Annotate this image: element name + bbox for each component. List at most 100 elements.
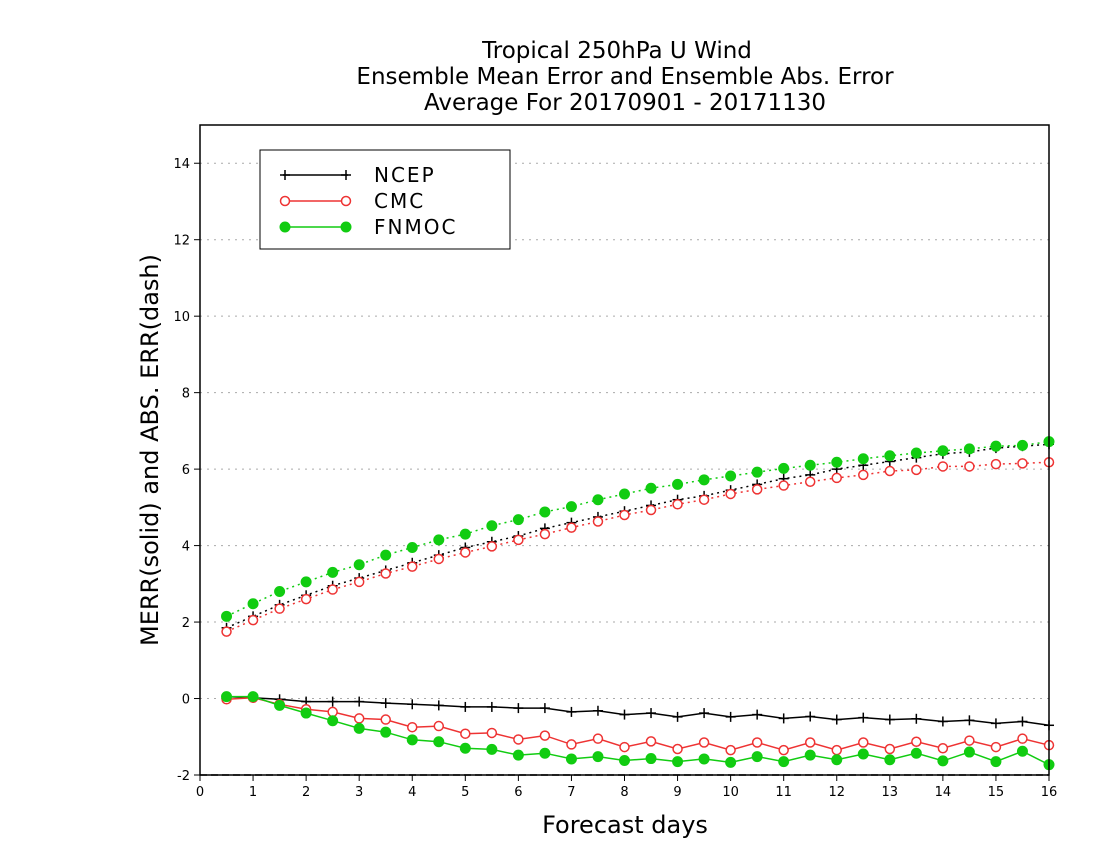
data-point-cmc-abs-err <box>380 568 391 579</box>
series-line-ncep-merr <box>226 695 1050 727</box>
data-point-cmc-merr <box>566 739 577 750</box>
data-point-fnmoc-abs-err <box>486 520 498 532</box>
x-tick-label: 16 <box>1041 785 1058 800</box>
legend-box <box>259 149 511 250</box>
data-point-fnmoc-merr <box>672 756 684 768</box>
data-point-cmc-merr <box>778 744 789 756</box>
data-point-ncep-merr <box>407 699 418 710</box>
data-point-cmc-abs-err <box>513 534 524 546</box>
data-point-ncep-merr <box>1017 716 1028 727</box>
series-line-cmc-abs-err <box>226 461 1050 633</box>
data-point-fnmoc-abs-err <box>672 478 684 490</box>
data-point-ncep-merr <box>592 705 603 716</box>
data-point-fnmoc-abs-err <box>910 447 922 459</box>
data-point-fnmoc-abs-err <box>963 443 975 455</box>
data-point-fnmoc-merr <box>725 756 737 768</box>
data-point-fnmoc-abs-err <box>884 450 896 462</box>
data-point-ncep-merr <box>619 709 630 720</box>
x-tick-label: 8 <box>620 785 628 800</box>
data-point-fnmoc-merr <box>459 742 471 754</box>
data-point-fnmoc-merr <box>486 743 498 755</box>
legend-marker-cmc <box>279 195 291 207</box>
data-point-ncep-merr <box>911 713 922 724</box>
y-tick-label: -2 <box>177 769 190 784</box>
data-point-fnmoc-abs-err <box>565 501 577 513</box>
series-line-fnmoc-abs-err <box>226 440 1050 617</box>
x-tick-label: 4 <box>408 785 416 800</box>
data-point-cmc-abs-err <box>858 469 869 481</box>
data-point-cmc-merr <box>831 744 842 756</box>
data-point-cmc-merr <box>964 735 975 746</box>
data-point-ncep-merr <box>380 698 391 709</box>
legend-label-ncep: NCEP <box>374 163 436 187</box>
data-point-cmc-abs-err <box>619 509 630 521</box>
data-point-cmc-abs-err <box>539 528 551 540</box>
data-point-cmc-merr <box>407 721 418 733</box>
data-point-cmc-merr <box>990 741 1002 753</box>
title-line-1: Tropical 250hPa U Wind <box>481 38 752 64</box>
data-point-fnmoc-abs-err <box>221 610 233 622</box>
data-point-cmc-merr <box>353 713 365 724</box>
data-point-cmc-abs-err <box>937 461 949 472</box>
data-point-ncep-merr <box>831 714 842 725</box>
x-tick-label: 0 <box>196 785 204 800</box>
data-point-fnmoc-abs-err <box>804 459 816 471</box>
data-point-cmc-merr <box>513 734 524 745</box>
legend-marker-cmc <box>340 195 352 207</box>
series-line-ncep-abs-err <box>226 443 1050 629</box>
data-point-fnmoc-merr <box>645 753 657 765</box>
data-point-fnmoc-merr <box>327 715 339 727</box>
data-point-cmc-merr <box>592 733 604 744</box>
x-tick-label: 9 <box>673 785 681 800</box>
y-tick-label: 14 <box>173 157 190 172</box>
data-point-fnmoc-merr <box>380 726 392 738</box>
data-point-ncep-merr <box>699 708 710 719</box>
data-point-fnmoc-merr <box>619 754 630 766</box>
x-tick-label: 1 <box>249 785 257 800</box>
data-point-fnmoc-abs-err <box>406 542 418 553</box>
data-point-cmc-abs-err <box>300 593 312 605</box>
data-point-cmc-abs-err <box>725 488 736 500</box>
legend-marker-fnmoc <box>279 221 291 233</box>
y-tick-label: 0 <box>182 693 190 708</box>
data-point-fnmoc-merr <box>274 699 286 711</box>
data-point-cmc-abs-err <box>884 465 896 477</box>
chart-title: Tropical 250hPa U Wind Ensemble Mean Err… <box>356 38 894 116</box>
data-point-fnmoc-merr <box>937 755 949 767</box>
data-point-ncep-merr <box>990 718 1001 729</box>
data-point-ncep-merr <box>433 700 444 711</box>
data-point-cmc-abs-err <box>566 522 577 533</box>
data-point-cmc-abs-err <box>698 494 710 505</box>
data-point-fnmoc-abs-err <box>937 445 949 457</box>
legend-label-cmc: CMC <box>374 189 425 213</box>
data-point-fnmoc-abs-err <box>274 585 286 597</box>
data-point-fnmoc-abs-err <box>751 466 763 478</box>
data-point-cmc-merr <box>858 737 869 748</box>
y-tick-label: 2 <box>182 616 190 631</box>
data-point-cmc-merr <box>460 728 471 739</box>
data-point-fnmoc-abs-err <box>645 482 657 494</box>
data-point-cmc-merr <box>539 730 551 741</box>
data-point-cmc-abs-err <box>221 626 232 637</box>
data-point-fnmoc-abs-err <box>353 559 365 571</box>
x-tick-label: 5 <box>461 785 469 800</box>
data-point-fnmoc-merr <box>433 736 445 748</box>
data-point-cmc-merr <box>937 742 949 754</box>
data-point-ncep-merr <box>858 712 869 723</box>
y-axis-label: MERR(solid) and ABS. ERR(dash) <box>136 254 164 646</box>
data-point-cmc-merr <box>619 741 630 753</box>
data-point-fnmoc-merr <box>884 754 896 766</box>
data-point-ncep-merr <box>937 716 948 727</box>
data-point-cmc-abs-err <box>460 547 471 558</box>
x-tick-label: 2 <box>302 785 310 800</box>
x-tick-label: 6 <box>514 785 522 800</box>
data-point-cmc-abs-err <box>751 484 763 495</box>
series-line-fnmoc-merr <box>226 695 1050 766</box>
data-point-cmc-merr <box>327 706 338 718</box>
data-point-fnmoc-abs-err <box>512 514 524 526</box>
data-point-cmc-abs-err <box>327 584 338 595</box>
data-point-fnmoc-merr <box>221 691 233 703</box>
data-point-cmc-abs-err <box>990 458 1002 470</box>
data-point-fnmoc-merr <box>963 746 975 758</box>
data-point-fnmoc-abs-err <box>433 534 445 546</box>
